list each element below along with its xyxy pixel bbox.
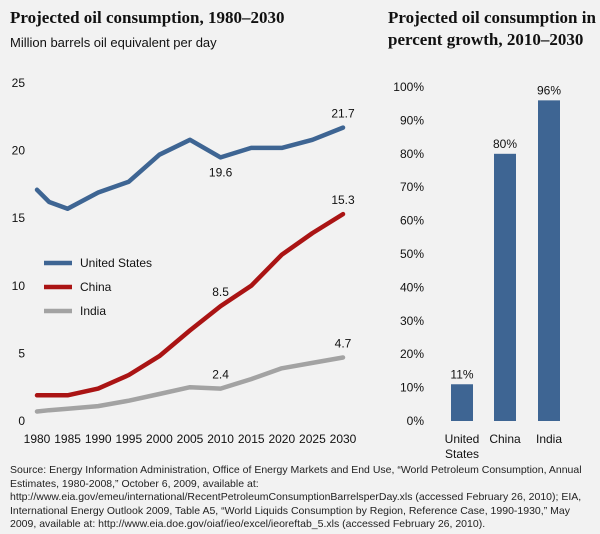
category-label: United xyxy=(445,432,480,446)
x-tick-label: 2015 xyxy=(238,432,265,446)
y-tick-label: 50% xyxy=(400,247,424,261)
y-tick-label: 60% xyxy=(400,214,424,228)
x-tick-label: 2000 xyxy=(146,432,173,446)
x-tick-label: 2020 xyxy=(268,432,295,446)
left-chart-subtitle: Million barrels oil equivalent per day xyxy=(10,35,217,50)
legend-label: United States xyxy=(80,256,152,270)
y-tick-label: 0 xyxy=(18,414,25,428)
right-chart-title-line2: percent growth, 2010–2030 xyxy=(388,30,584,49)
x-tick-label: 2010 xyxy=(207,432,234,446)
bar-data-label: 96% xyxy=(537,83,561,97)
source-note: Source: Energy Information Administratio… xyxy=(10,464,582,530)
y-tick-label: 100% xyxy=(393,80,424,94)
data-label: 2.4 xyxy=(212,368,229,382)
y-tick-label: 10 xyxy=(12,279,26,293)
x-tick-label: 1995 xyxy=(115,432,142,446)
y-tick-label: 70% xyxy=(400,180,424,194)
x-tick-label: 2005 xyxy=(177,432,204,446)
data-label: 4.7 xyxy=(335,336,352,350)
x-tick-label: 1985 xyxy=(54,432,81,446)
bar-data-label: 80% xyxy=(493,137,517,151)
left-chart-title: Projected oil consumption, 1980–2030 xyxy=(10,8,285,27)
y-tick-label: 0% xyxy=(407,414,425,428)
y-tick-label: 15 xyxy=(12,211,26,225)
y-tick-label: 40% xyxy=(400,280,424,294)
category-label: India xyxy=(536,432,562,446)
y-tick-label: 90% xyxy=(400,113,424,127)
line-series-china xyxy=(34,211,346,398)
x-tick-label: 1990 xyxy=(85,432,112,446)
bar-chart: 0% 10% 20% 30% 40% 50% 60% 70% 80% 90% 100% 11% Unit… xyxy=(393,80,562,460)
bar xyxy=(451,384,473,421)
right-chart-title-line1: Projected oil consumption in xyxy=(388,8,596,27)
x-tick-label: 2025 xyxy=(299,432,326,446)
y-tick-label: 20% xyxy=(400,347,424,361)
category-label: States xyxy=(445,447,479,460)
x-tick-label: 1980 xyxy=(24,432,51,446)
x-tick-label: 2030 xyxy=(330,432,357,446)
legend-label: China xyxy=(80,280,112,294)
bar xyxy=(538,100,560,422)
data-label: 8.5 xyxy=(212,285,229,299)
y-tick-label: 80% xyxy=(400,147,424,161)
legend-label: India xyxy=(80,304,106,318)
data-label: 21.7 xyxy=(331,107,355,121)
y-tick-label: 20 xyxy=(12,144,26,158)
y-tick-label: 10% xyxy=(400,381,424,395)
y-tick-label: 25 xyxy=(12,76,26,90)
line-series-india xyxy=(34,355,346,414)
y-tick-label: 5 xyxy=(18,346,25,360)
line-series-united-states xyxy=(34,125,346,211)
data-label: 19.6 xyxy=(209,165,233,179)
bar-data-label: 11% xyxy=(450,367,473,381)
category-label: China xyxy=(489,432,521,446)
bar xyxy=(494,153,516,422)
data-label: 15.3 xyxy=(331,193,355,207)
y-tick-label: 30% xyxy=(400,314,424,328)
